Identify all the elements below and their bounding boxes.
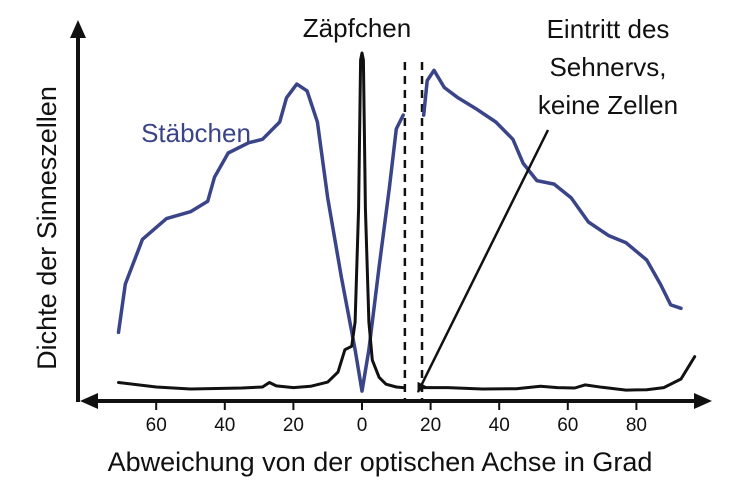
series-staebchen-segment-1 (421, 68, 683, 311)
blind-spot-label-line-1: Eintritt des (547, 14, 670, 44)
blind-spot-label-line-3: keine Zellen (538, 90, 678, 120)
x-tick-label: 60 (146, 415, 167, 436)
x-tick-label: 20 (420, 415, 441, 436)
x-tick-label: 40 (214, 415, 235, 436)
zapfchen-label: Zäpfchen (303, 13, 411, 43)
x-axis-arrow-right (694, 393, 712, 409)
x-tick-label: 40 (489, 415, 510, 436)
y-axis-title: Dichte der Sinneszellen (32, 86, 62, 370)
x-tick-label: 60 (557, 415, 578, 436)
staebchen-label: Stäbchen (141, 118, 251, 148)
y-axis-arrow (70, 20, 86, 38)
axes (70, 20, 712, 409)
x-axis-title: Abweichung von der optischen Achse in Gr… (108, 447, 653, 477)
x-tick-label: 20 (283, 415, 304, 436)
blind-spot-label-line-2: Sehnervs, (549, 52, 666, 82)
x-tick-layer: 60 40 20 0 20 40 60 80 (146, 401, 647, 436)
x-axis-arrow-left (80, 393, 98, 409)
series-zapfchen-segment-1 (422, 355, 697, 392)
series-layer (116, 51, 697, 393)
x-tick-label: 0 (357, 415, 368, 436)
series-zapfchen-segment-0 (117, 51, 405, 391)
blind-spot-arrow (416, 129, 550, 393)
x-tick-label: 80 (626, 415, 647, 436)
